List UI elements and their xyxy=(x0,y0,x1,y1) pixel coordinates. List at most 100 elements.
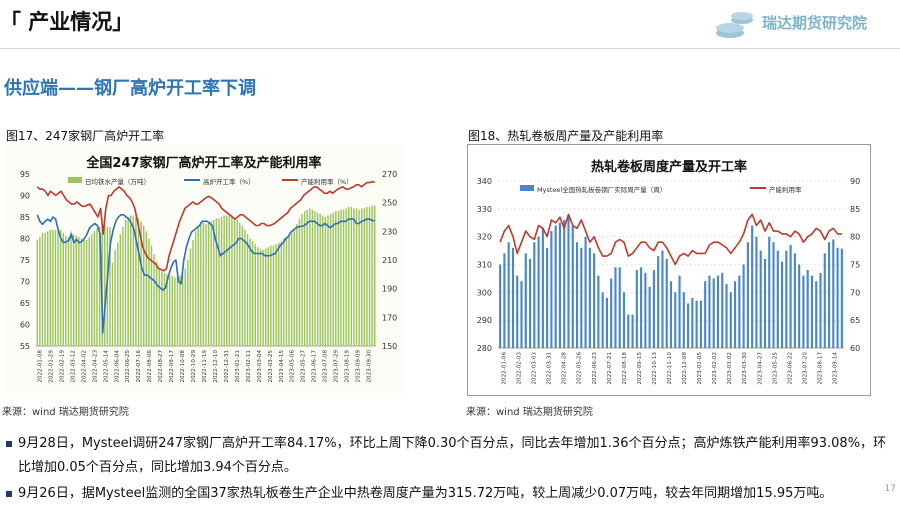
chart1-title: 全国247家钢厂高炉开工率及产能利用率 xyxy=(85,155,321,171)
bar xyxy=(184,268,186,346)
x-tick-label: 2022-05-26 xyxy=(577,352,583,385)
bullet-icon xyxy=(6,491,12,497)
chart2-source: 来源：wind 瑞达期货研究院 xyxy=(466,407,593,418)
bar xyxy=(197,225,199,346)
bar xyxy=(789,245,792,348)
bar xyxy=(734,281,737,348)
y-left-tick-label: 310 xyxy=(477,261,492,270)
y-left-tick-label: 320 xyxy=(477,233,492,242)
y-right-tick-label: 65 xyxy=(850,316,860,325)
bar xyxy=(236,219,238,346)
x-tick-label: 2023-07-20 xyxy=(802,352,808,385)
bar xyxy=(725,283,728,348)
bar xyxy=(373,205,376,346)
bar xyxy=(832,239,835,348)
bar xyxy=(605,297,608,348)
bar xyxy=(524,253,527,348)
bar xyxy=(70,231,72,346)
bar xyxy=(72,234,75,346)
bar xyxy=(83,239,85,346)
bar xyxy=(678,275,681,348)
x-tick-label: 2022-03-03 xyxy=(532,352,538,385)
bar xyxy=(674,292,677,348)
bar xyxy=(168,275,171,346)
bar xyxy=(264,248,267,346)
bar xyxy=(742,264,745,348)
bar xyxy=(59,229,62,346)
bar xyxy=(546,247,549,348)
bar xyxy=(67,237,70,346)
bar xyxy=(135,217,137,346)
bar xyxy=(776,250,779,348)
bar xyxy=(96,228,98,346)
bar xyxy=(309,208,311,346)
x-tick-label: 2023-08-17 xyxy=(817,352,823,385)
bar xyxy=(231,215,233,346)
bar xyxy=(270,245,272,346)
bar xyxy=(44,232,46,346)
bar xyxy=(226,215,228,346)
bar xyxy=(233,218,236,346)
bar xyxy=(176,277,179,346)
bar xyxy=(293,228,295,346)
y-left-tick-label: 290 xyxy=(477,316,492,325)
bar xyxy=(815,281,818,348)
bar xyxy=(687,303,690,348)
bar xyxy=(610,278,613,348)
bar xyxy=(241,225,244,346)
bar xyxy=(181,274,184,346)
bar xyxy=(580,247,583,348)
chart2-legend: Mysteel全国热轧板卷钢厂实际周产量（周） 产能利用率 xyxy=(520,185,802,194)
bar xyxy=(533,242,536,348)
bar xyxy=(277,242,280,346)
y-left-tick-label: 75 xyxy=(20,256,30,265)
bar xyxy=(114,249,116,346)
bar xyxy=(358,209,360,346)
legend-label: 日均铁水产量（万吨） xyxy=(85,177,150,186)
y-right-tick-label: 80 xyxy=(850,233,860,242)
paragraph-blast-furnace: 9月28日，Mysteel调研247家钢厂高炉开工率84.17%，环比上周下降0… xyxy=(18,436,887,475)
x-tick-label: 2022-08-06 xyxy=(147,350,153,383)
legend-swatch-bar xyxy=(68,177,82,183)
page-header-title: 「 产业情况」 xyxy=(0,10,134,34)
x-tick-label: 2023-06-17 xyxy=(312,350,318,383)
bar xyxy=(132,215,135,346)
bar xyxy=(306,209,308,346)
bar xyxy=(130,215,132,346)
y-left-tick-label: 330 xyxy=(477,205,492,214)
bar xyxy=(52,229,54,346)
bar xyxy=(62,232,64,346)
bar xyxy=(122,227,124,346)
bar xyxy=(200,224,202,346)
x-tick-label: 2022-07-16 xyxy=(136,350,142,383)
bar xyxy=(194,231,197,346)
bar xyxy=(342,209,345,346)
bar xyxy=(49,229,51,346)
x-tick-label: 2022-05-14 xyxy=(103,350,109,383)
logo-coins-icon xyxy=(716,12,753,38)
x-tick-label: 2023-07-08 xyxy=(323,350,329,383)
x-tick-label: 2022-09-15 xyxy=(637,352,643,385)
bar xyxy=(368,206,371,346)
bar xyxy=(622,292,626,348)
bar xyxy=(755,236,758,348)
x-tick-label: 2022-12-31 xyxy=(224,350,230,383)
x-tick-label: 2022-03-12 xyxy=(70,350,76,383)
bar xyxy=(246,234,249,346)
y-left-tick-label: 300 xyxy=(477,288,492,297)
bar xyxy=(348,206,350,346)
bar xyxy=(36,239,39,346)
bar xyxy=(215,218,218,346)
bar xyxy=(319,214,321,346)
bar xyxy=(275,244,277,346)
y-right-tick-label: 210 xyxy=(382,256,397,265)
bar xyxy=(174,277,176,346)
bar xyxy=(41,232,44,346)
bar xyxy=(363,208,366,346)
bar xyxy=(785,250,788,348)
bar xyxy=(575,242,579,348)
bar xyxy=(155,261,158,346)
bar xyxy=(78,237,80,346)
x-tick-label: 2022-07-21 xyxy=(607,352,613,385)
company-logo: 瑞达期货研究院 xyxy=(712,6,892,40)
